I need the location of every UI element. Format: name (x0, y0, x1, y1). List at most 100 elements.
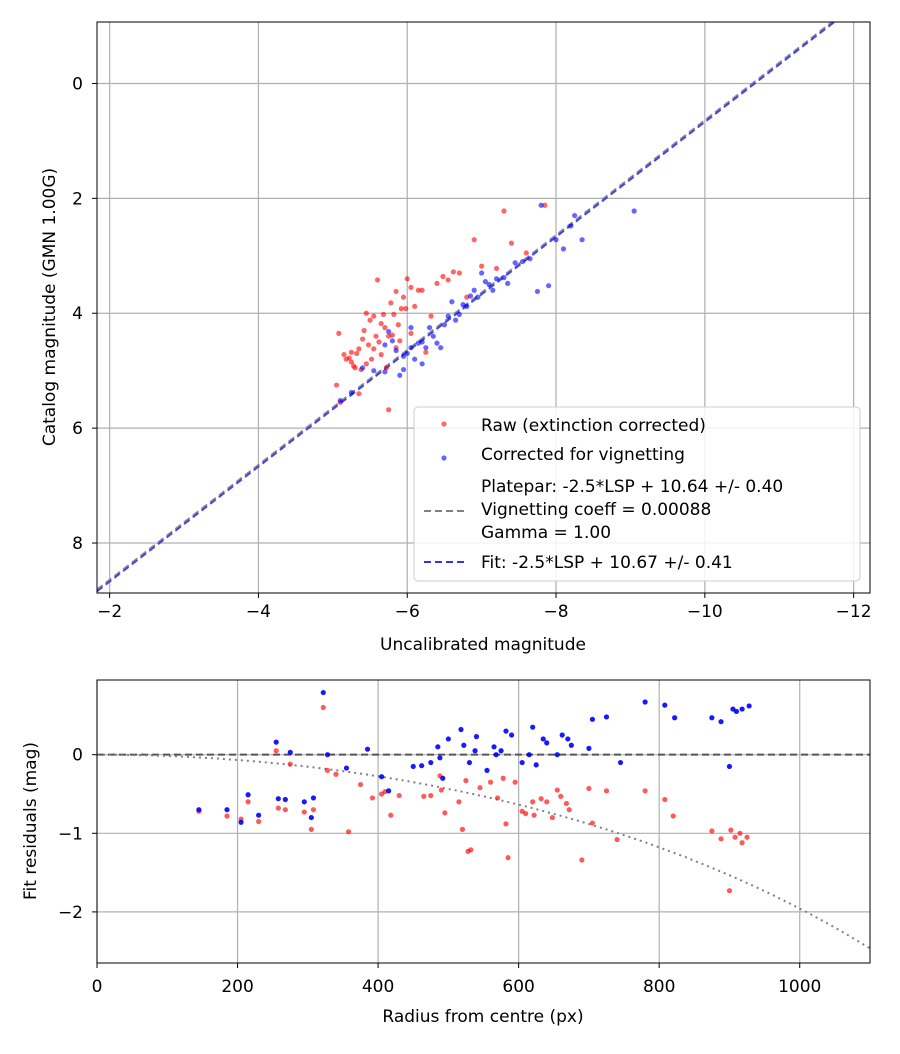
raw-residual-point (642, 788, 648, 794)
corrected-point (445, 313, 451, 319)
top-y-tick-label: 8 (72, 534, 83, 554)
corrected-point (501, 275, 507, 281)
top-x-tick-label: −8 (544, 602, 569, 622)
corrected-point (408, 345, 414, 351)
raw-point (391, 311, 397, 317)
corrected-residual-point (509, 732, 515, 738)
raw-point (428, 313, 434, 319)
corrected-point (386, 329, 392, 335)
corrected-residual-point (544, 740, 550, 746)
raw-point (378, 320, 384, 327)
corrected-point (400, 353, 407, 359)
corrected-residual-point (437, 755, 443, 761)
corrected-residual-point (428, 759, 434, 766)
corrected-point (434, 340, 440, 346)
raw-residual-point (310, 807, 317, 813)
corrected-residual-point (458, 726, 464, 733)
corrected-residual-point (554, 752, 560, 758)
raw-residual-point (512, 779, 518, 785)
raw-point (367, 317, 373, 323)
corrected-residual-point (739, 706, 745, 712)
corrected-residual-point (589, 716, 596, 722)
raw-residual-point (275, 805, 281, 811)
corrected-residual-point (565, 736, 571, 742)
raw-point (493, 265, 500, 272)
corrected-point (423, 345, 429, 351)
raw-residual-point (709, 828, 715, 834)
raw-point (471, 237, 477, 243)
raw-point (373, 333, 379, 339)
corrected-residual-point (287, 749, 293, 755)
top-y-tick-label: 2 (72, 189, 83, 209)
raw-residual-point (273, 748, 279, 754)
raw-residual-point (256, 818, 262, 825)
corrected-point (519, 258, 526, 265)
corrected-point (400, 366, 407, 373)
raw-residual-point (603, 788, 610, 794)
bottom-x-axis-label: Radius from centre (px) (382, 1007, 583, 1027)
corrected-point (419, 339, 425, 345)
bottom-reference-lines (97, 753, 870, 950)
raw-residual-point (728, 827, 734, 833)
corrected-point (348, 389, 355, 396)
raw-residual-point (442, 810, 448, 816)
raw-residual-point (670, 813, 676, 819)
raw-residual-point (503, 821, 509, 827)
raw-residual-point (737, 830, 743, 836)
corrected-residual-point (519, 759, 525, 766)
corrected-residual-point (282, 796, 288, 803)
raw-residual-point (282, 807, 288, 813)
corrected-residual-point (440, 775, 446, 781)
corrected-residual-point (320, 689, 326, 696)
corrected-residual-point (419, 763, 425, 769)
corrected-residual-point (245, 792, 251, 798)
raw-residual-point (324, 767, 331, 774)
top-x-tick-label: −2 (97, 602, 122, 622)
raw-residual-point (369, 795, 376, 801)
corrected-residual-point (709, 715, 715, 721)
legend: Raw (extinction corrected) Corrected for… (413, 406, 861, 582)
corrected-residual-point (493, 752, 499, 758)
raw-residual-point (538, 796, 544, 802)
corrected-point (475, 294, 481, 300)
corrected-residual-point (526, 752, 532, 758)
raw-point (398, 306, 404, 312)
raw-point (423, 349, 429, 355)
raw-residual-point (320, 704, 326, 711)
raw-residual-point (549, 814, 555, 821)
raw-point (346, 355, 352, 361)
top-y-axis-label: Catalog magnitude (GMN 1.00G) (40, 168, 60, 446)
legend-marker-corrected (441, 455, 447, 461)
raw-residual-point (505, 855, 511, 861)
raw-point (542, 202, 548, 208)
corrected-point (568, 223, 574, 229)
raw-residual-point (463, 778, 469, 784)
legend-label-fit: Fit: -2.5*LSP + 10.67 +/- 0.41 (481, 553, 733, 573)
raw-point (501, 208, 507, 214)
top-y-tick-label: 6 (72, 419, 83, 439)
raw-point (361, 327, 367, 334)
raw-residual-point (586, 785, 592, 792)
corrected-residual-point (603, 714, 610, 720)
raw-point (333, 382, 340, 388)
corrected-residual-point (718, 719, 724, 725)
top-y-tick-label: 0 (72, 74, 83, 94)
raw-point (388, 300, 394, 306)
raw-point (456, 270, 462, 276)
raw-residual-point (554, 787, 560, 793)
legend-label-platepar-1: Platepar: -2.5*LSP + 10.64 +/- 0.40 (481, 477, 783, 497)
raw-point (360, 336, 366, 342)
top-scatter-points (333, 202, 637, 413)
raw-point (363, 361, 369, 367)
corrected-residual-point (617, 759, 624, 766)
raw-point (404, 276, 410, 282)
corrected-residual-point (466, 759, 473, 766)
raw-residual-point (718, 836, 724, 842)
top-plot: −2 −4 −6 −8 −10 −12 0 2 4 6 8 Uncalibrated magnitu… (40, 21, 872, 655)
raw-point (393, 288, 399, 295)
corrected-residual-point (498, 748, 504, 754)
raw-residual-point (438, 787, 444, 793)
raw-residual-point (487, 779, 494, 785)
raw-residual-point (739, 840, 745, 846)
corrected-point (393, 347, 399, 354)
